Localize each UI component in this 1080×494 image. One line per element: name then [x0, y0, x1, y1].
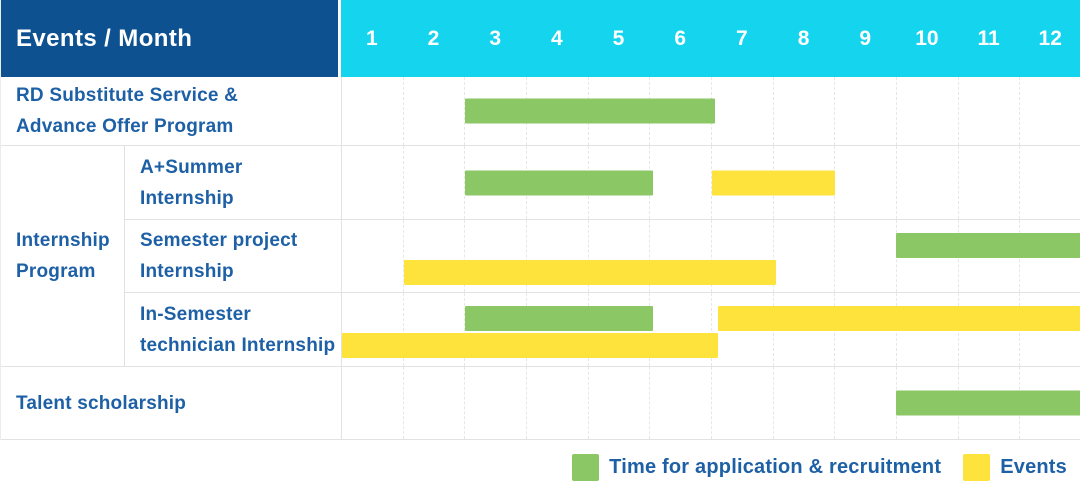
month-header-cell: 6: [674, 26, 687, 50]
gantt-bar-event: [403, 260, 777, 285]
month-gridline-column: [774, 77, 836, 145]
month-gridline-column: [712, 77, 774, 145]
row-label: RD Substitute Service & Advance Offer Pro…: [1, 77, 341, 146]
label-line: Talent scholarship: [16, 392, 187, 414]
label-line: Internship: [140, 261, 234, 282]
month-gridline-column: [835, 220, 898, 292]
month-gridline-column: [404, 77, 466, 145]
month-header-cell: 12: [1038, 26, 1062, 50]
month-gridline-column: [897, 146, 959, 219]
month-header-cell: 7: [736, 26, 748, 50]
month-gridline-column: [404, 220, 466, 292]
label-line: Program: [16, 261, 96, 282]
gantt-chart-cell: [341, 367, 1080, 440]
label-line: In-Semester: [140, 303, 251, 325]
month-gridline-column: [1020, 146, 1080, 219]
month-header-cell: 8: [797, 26, 810, 50]
legend-swatch-application: [572, 453, 600, 481]
month-gridline-column: [404, 367, 466, 439]
month-gridline-column: [835, 367, 898, 439]
month-gridline-column: [342, 146, 404, 219]
month-gridline-column: [712, 367, 774, 439]
month-gridline-column: [897, 77, 959, 145]
gantt-bar-event: [342, 333, 718, 358]
month-header-cell: 1: [365, 26, 378, 50]
gantt-bar-application: [465, 306, 653, 331]
label-line: Advance Offer Program: [16, 116, 234, 137]
gantt-bar-application: [896, 233, 1080, 258]
header-events-month-label: Events / Month: [16, 24, 193, 52]
month-gridline-column: [835, 77, 898, 145]
sub-row-label: Semester project Internship: [125, 220, 341, 293]
label-line: Internship: [16, 230, 110, 251]
month-header-cell: 3: [489, 26, 502, 50]
month-header-cell: 11: [977, 26, 1000, 50]
legend-item: Time for application & recruitment: [572, 453, 942, 481]
legend: Time for application & recruitment Events: [0, 440, 1080, 494]
month-gridline-column: [774, 146, 836, 219]
label-line: Internship: [140, 187, 234, 209]
gantt-bar-event: [717, 306, 1080, 331]
month-header-cell: 10: [915, 26, 939, 50]
gantt-table: Events / Month 1 2 3 4 5 6 7 8 9 10 11 12 RD Substi…: [0, 0, 1080, 440]
group-label: Internship Program: [1, 146, 125, 367]
legend-label: Events: [1000, 455, 1067, 478]
sub-row-label: In-Semester technician Internship: [125, 293, 341, 367]
month-gridline-column: [342, 293, 404, 366]
gantt-bar-application: [465, 170, 653, 195]
month-gridline-column: [959, 146, 1021, 219]
month-gridline-column: [650, 146, 713, 219]
month-gridline-column: [774, 220, 836, 292]
month-gridline-column: [650, 220, 713, 292]
gantt-chart-cell: [341, 146, 1080, 220]
gantt-chart-cell: [341, 220, 1080, 293]
month-header-cell: 2: [427, 26, 440, 50]
month-gridline-column: [1020, 77, 1080, 145]
header-months-row: 1 2 3 4 5 6 7 8 9 10 11 12: [341, 0, 1080, 77]
gantt-bar-application: [465, 98, 715, 124]
month-gridline-column: [712, 220, 774, 292]
month-gridline-column: [527, 220, 589, 292]
label-line: technician Internship: [140, 334, 336, 356]
label-line: RD Substitute Service &: [16, 85, 239, 106]
month-gridline-column: [342, 77, 404, 145]
month-gridline-column: [835, 146, 898, 219]
month-header-cell: 5: [612, 26, 625, 50]
legend-item: Events: [963, 453, 1067, 481]
month-gridline-column: [342, 367, 404, 439]
month-gridline-column: [774, 367, 836, 439]
month-gridline-column: [589, 367, 651, 439]
month-gridline-column: [527, 367, 589, 439]
month-gridline-column: [404, 146, 466, 219]
month-gridline-column: [465, 220, 528, 292]
legend-swatch-event: [963, 453, 991, 481]
row-label: Talent scholarship: [1, 367, 341, 440]
gantt-chart-cell: [341, 293, 1080, 367]
month-gridline-column: [404, 293, 466, 366]
month-gridline-column: [959, 77, 1021, 145]
month-gridline-column: [589, 220, 651, 292]
month-gridline-column: [465, 367, 528, 439]
gantt-chart-cell: [341, 77, 1080, 146]
legend-label: Time for application & recruitment: [609, 455, 942, 478]
gantt-bar-event: [711, 170, 835, 195]
label-line: A+Summer: [140, 156, 243, 178]
month-gridline-column: [650, 293, 713, 366]
gantt-bar-application: [896, 390, 1080, 416]
month-header-cell: 9: [859, 26, 872, 50]
month-header-cell: 4: [551, 26, 563, 50]
month-gridline-column: [342, 220, 404, 292]
header-events-month-cell: Events / Month: [1, 0, 341, 77]
label-line: Semester project: [140, 230, 298, 251]
sub-row-label: A+Summer Internship: [125, 146, 341, 220]
month-gridline-column: [650, 367, 713, 439]
